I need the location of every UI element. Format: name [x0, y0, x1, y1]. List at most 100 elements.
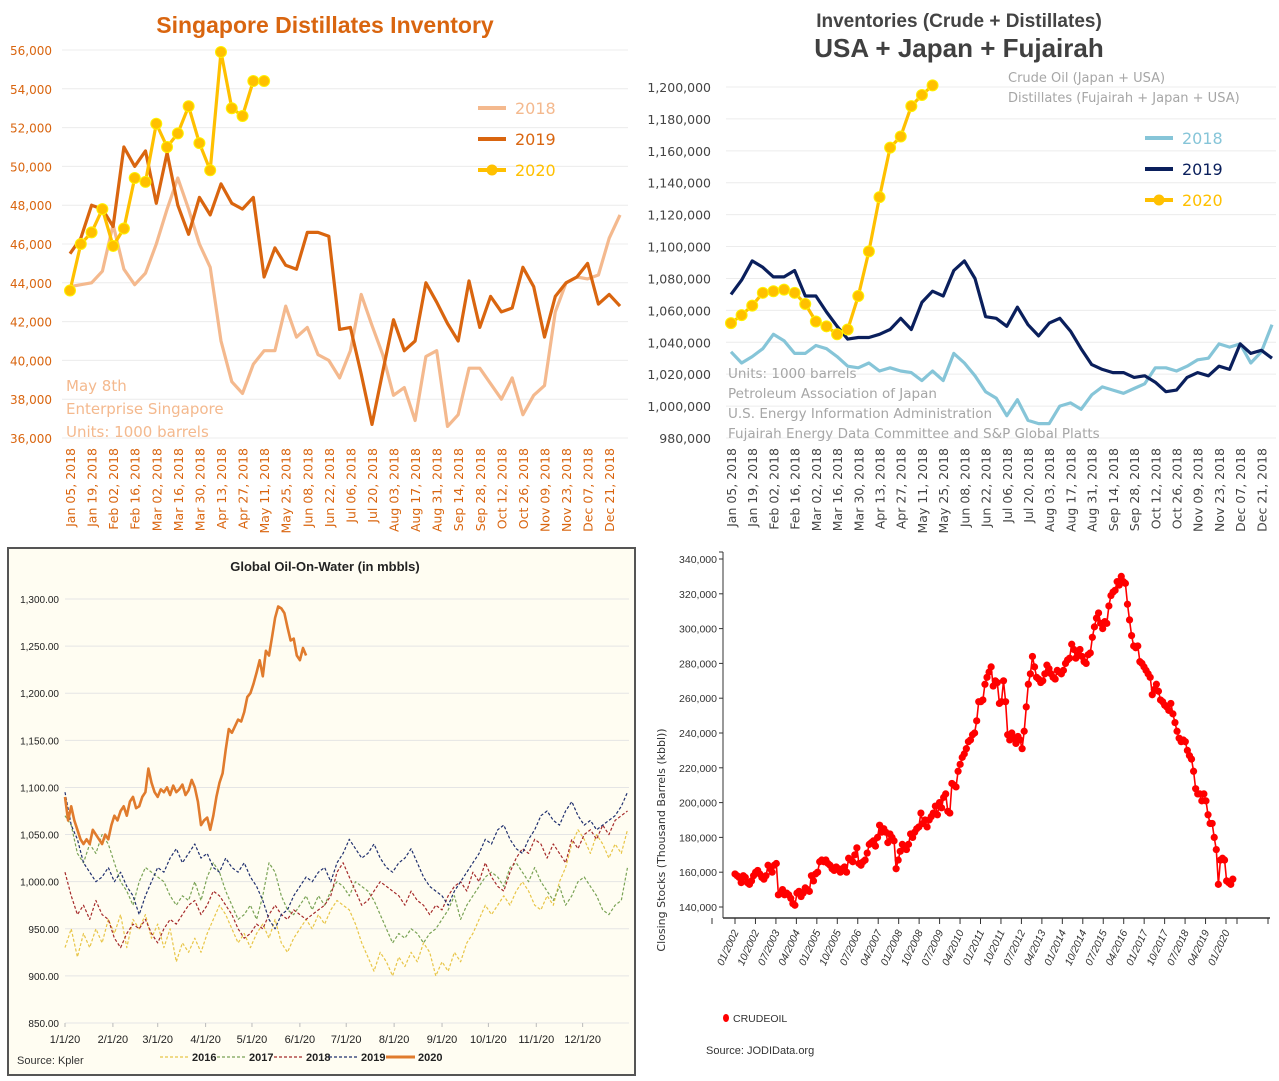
data-point-CRUDEOIL — [884, 839, 892, 847]
data-point-2020 — [926, 79, 939, 92]
data-point-CRUDEOIL — [1171, 718, 1179, 727]
data-point-CRUDEOIL — [1088, 633, 1096, 641]
data-point-CRUDEOIL — [942, 790, 950, 798]
y-axis-label: Closing Stocks (Thousand Barrels (kbbl)) — [655, 728, 668, 951]
data-point-2020 — [74, 238, 87, 250]
x-tick-label: Dec 21, 2018 — [1254, 448, 1269, 532]
x-tick-label: Jul 06, 2018 — [1000, 448, 1015, 524]
singapore-distillates-chart: Singapore Distillates Inventory 56,000 54… — [0, 0, 640, 540]
legend-label-2020: 2020 — [1182, 191, 1223, 210]
chart-source: Source: JODIData.org — [706, 1045, 814, 1057]
data-point-CRUDEOIL — [981, 680, 989, 688]
data-point-CRUDEOIL — [762, 872, 770, 880]
legend-label-2018: 2018 — [1182, 129, 1223, 148]
data-point-CRUDEOIL — [1041, 670, 1049, 678]
data-point-CRUDEOIL — [1082, 659, 1090, 667]
y-tick-label: 1,000.00 — [20, 878, 59, 889]
y-tick-label: 44,000 — [10, 277, 52, 291]
y-tick-label: 320,000 — [679, 589, 717, 601]
x-tick-label: Dec 07, 2018 — [581, 448, 596, 532]
data-point-CRUDEOIL — [1169, 710, 1177, 718]
data-point-CRUDEOIL — [1020, 727, 1028, 735]
data-point-2020 — [247, 75, 260, 88]
series-line-2017 — [64, 815, 629, 944]
data-point-CRUDEOIL — [923, 823, 931, 831]
data-point-CRUDEOIL — [791, 901, 799, 909]
data-point-CRUDEOIL — [1212, 845, 1220, 854]
data-point-CRUDEOIL — [962, 745, 970, 753]
x-tick-label: Oct 26, 2018 — [516, 448, 531, 529]
y-tick-label: 46,000 — [10, 238, 52, 252]
legend-marker-2020 — [486, 164, 498, 176]
x-tick-label: May 11, 2018 — [915, 448, 930, 534]
x-tick-label: Mar 02, 2018 — [149, 448, 164, 531]
annotation-text: U.S. Energy Information Administration — [728, 406, 992, 422]
data-point-CRUDEOIL — [1187, 755, 1196, 763]
data-point-CRUDEOIL — [971, 729, 979, 737]
legend-label-2016: 2016 — [192, 1052, 216, 1064]
y-tick-label: 900.00 — [28, 972, 59, 983]
x-tick-label: 6/1/20 — [285, 1034, 316, 1046]
data-point-CRUDEOIL — [1167, 699, 1175, 708]
data-point-CRUDEOIL — [1210, 833, 1218, 841]
y-tick-label: 1,000,000 — [647, 399, 711, 414]
x-tick-label: 4/1/20 — [190, 1034, 221, 1046]
y-tick-label: 1,100,000 — [647, 240, 711, 255]
x-tick-label: Jun 08, 2018 — [300, 448, 315, 528]
data-point-CRUDEOIL — [917, 809, 925, 817]
data-point-CRUDEOIL — [861, 856, 869, 864]
x-tick-label: Aug 03, 2018 — [387, 448, 402, 532]
data-point-CRUDEOIL — [1121, 579, 1130, 587]
x-tick-label: Nov 23, 2018 — [559, 448, 574, 532]
y-tick-label: 1,080,000 — [647, 271, 711, 286]
data-point-CRUDEOIL — [979, 696, 987, 704]
legend-label-2019: 2019 — [361, 1052, 385, 1064]
data-point-2020 — [884, 141, 897, 154]
x-tick-label: Sep 14, 2018 — [1106, 448, 1121, 531]
data-point-CRUDEOIL — [973, 717, 981, 725]
x-tick-label: Sep 28, 2018 — [1127, 448, 1142, 531]
chart-title: Inventories (Crude + Distillates) — [816, 11, 1102, 32]
y-tick-label: 140,000 — [679, 902, 717, 914]
y-tick-label: 1,200,000 — [647, 80, 711, 95]
data-point-2020 — [820, 320, 833, 333]
series-line-CRUDEOIL — [734, 575, 1234, 907]
data-point-CRUDEOIL — [1070, 645, 1078, 654]
data-point-2020 — [767, 285, 780, 298]
data-point-CRUDEOIL — [814, 868, 822, 876]
x-tick-label: Mar 30, 2018 — [192, 448, 207, 531]
data-point-CRUDEOIL — [1051, 675, 1059, 683]
y-tick-label: 1,020,000 — [647, 367, 711, 382]
legend-label-2020: 2020 — [418, 1052, 442, 1064]
x-tick-label: 12/1/20 — [564, 1034, 601, 1046]
data-point-2020 — [778, 283, 791, 296]
data-point-CRUDEOIL — [1018, 745, 1026, 753]
y-tick-label: 1,140,000 — [647, 176, 711, 191]
data-point-2020 — [905, 100, 918, 113]
x-tick-label: Jul 20, 2018 — [1021, 448, 1036, 524]
x-tick-label: Apr 13, 2018 — [873, 448, 888, 529]
y-tick-label: 1,180,000 — [647, 112, 711, 127]
data-point-CRUDEOIL — [894, 856, 902, 864]
y-tick-label: 280,000 — [679, 658, 717, 670]
data-point-CRUDEOIL — [849, 858, 857, 866]
data-point-CRUDEOIL — [1111, 586, 1119, 594]
data-point-CRUDEOIL — [1001, 698, 1010, 706]
data-point-2020 — [107, 239, 120, 252]
data-point-2020 — [236, 109, 249, 122]
data-point-CRUDEOIL — [1076, 645, 1084, 654]
data-point-2020 — [894, 130, 907, 143]
series-line-2018 — [64, 810, 628, 949]
series-line-2019 — [729, 259, 1273, 394]
x-tick-label: Oct 12, 2018 — [1148, 448, 1163, 529]
data-point-2020 — [788, 286, 801, 299]
x-tick-label: Jul 06, 2018 — [343, 448, 358, 524]
data-point-CRUDEOIL — [1134, 642, 1142, 650]
data-point-CRUDEOIL — [993, 678, 1001, 687]
y-tick-label: 240,000 — [679, 728, 717, 740]
y-tick-label: 1,050.00 — [20, 831, 59, 842]
chart-subtitle: USA + Japan + Fujairah — [814, 33, 1103, 63]
x-tick-label: Sep 28, 2018 — [473, 448, 488, 531]
data-point-CRUDEOIL — [987, 663, 995, 671]
x-tick-label: May 11, 2018 — [257, 448, 272, 534]
